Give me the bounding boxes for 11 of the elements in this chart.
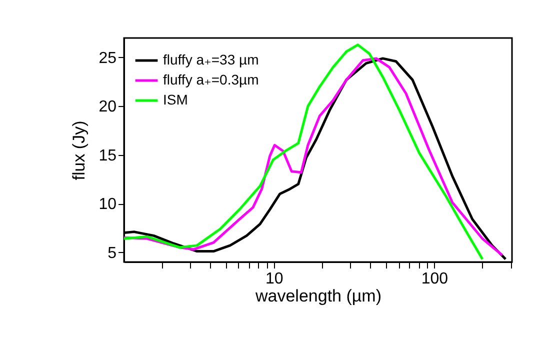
y-axis-title: flux (Jy) — [70, 120, 89, 180]
legend-label: fluffy a₊=0.3µm — [163, 72, 259, 88]
x-tick-label: 100 — [421, 270, 448, 288]
legend-label: fluffy a₊=33 µm — [163, 52, 259, 68]
y-tick-label: 15 — [98, 147, 117, 164]
x-axis-title: wavelength (µm) — [254, 286, 382, 306]
y-tick-label: 25 — [98, 50, 117, 67]
y-tick-label: 20 — [98, 98, 117, 116]
legend-label: ISM — [163, 92, 188, 108]
y-tick-label: 10 — [98, 196, 117, 214]
y-tick-label: 5 — [108, 244, 117, 262]
